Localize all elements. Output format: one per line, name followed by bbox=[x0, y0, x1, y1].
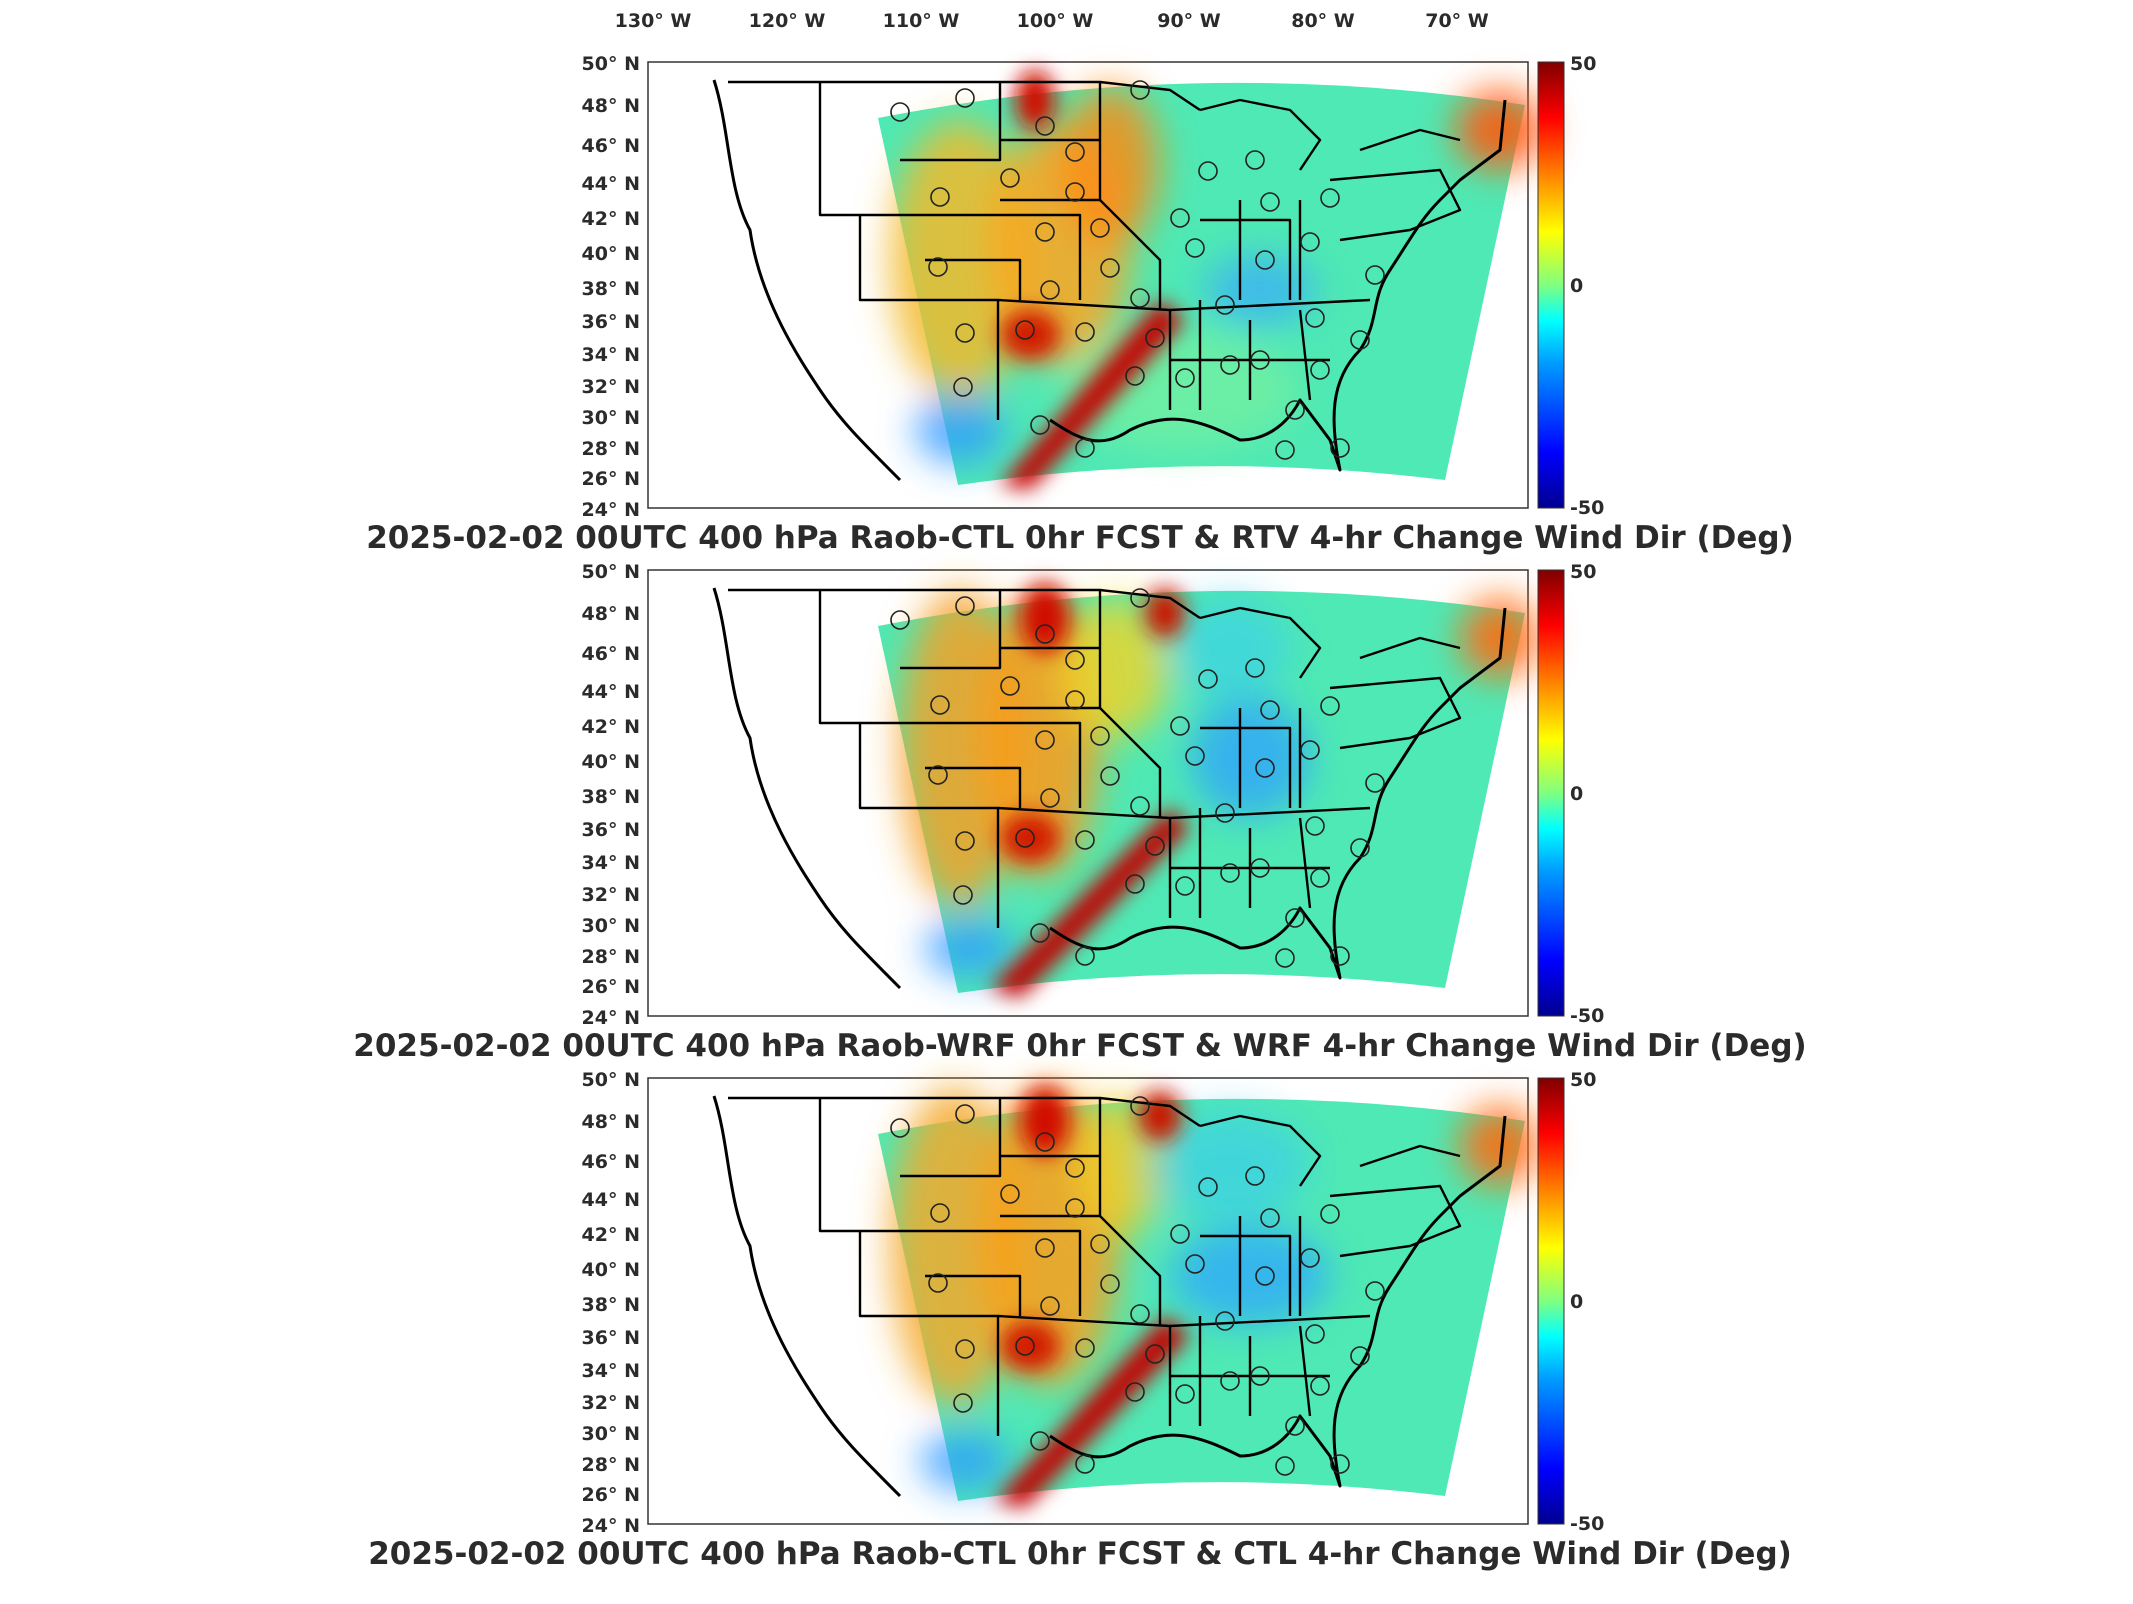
panel-title: 2025-02-02 00UTC 400 hPa Raob-WRF 0hr FC… bbox=[353, 1028, 1806, 1064]
lat-tick-26n: 26° N bbox=[582, 1484, 640, 1506]
lat-tick-40n: 40° N bbox=[582, 751, 640, 773]
lat-tick-46n: 46° N bbox=[582, 1151, 640, 1173]
wind-direction-field bbox=[878, 583, 1540, 998]
lat-tick-44n: 44° N bbox=[582, 173, 640, 195]
lat-tick-34n: 34° N bbox=[582, 344, 640, 366]
lon-tick-130w: 130° W bbox=[615, 10, 692, 32]
lon-tick-70w: 70° W bbox=[1425, 10, 1489, 32]
lat-tick-30n: 30° N bbox=[582, 1423, 640, 1445]
lat-tick-38n: 38° N bbox=[582, 786, 640, 808]
lat-tick-28n: 28° N bbox=[582, 1454, 640, 1476]
lat-tick-30n: 30° N bbox=[582, 407, 640, 429]
map-panel-3: 50° N 48° N 46° N 44° N 42° N 40° N 38° … bbox=[368, 1069, 1792, 1572]
lon-tick-90w: 90° W bbox=[1157, 10, 1221, 32]
wind-direction-field bbox=[878, 1086, 1540, 1508]
map-panel-1: 50° N 48° N 46° N 44° N 42° N 40° N 38° … bbox=[366, 53, 1794, 556]
lat-tick-48n: 48° N bbox=[582, 95, 640, 117]
lat-tick-28n: 28° N bbox=[582, 946, 640, 968]
longitude-axis: 130° W 120° W 110° W 100° W 90° W 80° W … bbox=[615, 10, 1489, 32]
lat-tick-26n: 26° N bbox=[582, 468, 640, 490]
lon-tick-80w: 80° W bbox=[1291, 10, 1355, 32]
colorbar: 50 0 -50 bbox=[1537, 561, 1604, 1027]
lat-tick-50n: 50° N bbox=[582, 561, 640, 583]
colorbar-max-label: 50 bbox=[1570, 561, 1596, 583]
lat-tick-44n: 44° N bbox=[582, 1189, 640, 1211]
latitude-axis: 50° N 48° N 46° N 44° N 42° N 40° N 38° … bbox=[582, 1069, 640, 1537]
lat-tick-24n: 24° N bbox=[582, 1515, 640, 1537]
lat-tick-36n: 36° N bbox=[582, 819, 640, 841]
colorbar: 50 0 -50 bbox=[1537, 1069, 1604, 1535]
raob-stations bbox=[890, 588, 1385, 968]
latitude-axis: 50° N 48° N 46° N 44° N 42° N 40° N 38° … bbox=[582, 561, 640, 1029]
lat-tick-36n: 36° N bbox=[582, 311, 640, 333]
colorbar-min-label: -50 bbox=[1570, 1005, 1604, 1027]
lat-tick-34n: 34° N bbox=[582, 1360, 640, 1382]
panel-title: 2025-02-02 00UTC 400 hPa Raob-CTL 0hr FC… bbox=[368, 1536, 1792, 1572]
raob-stations bbox=[890, 80, 1385, 460]
colorbar-zero-label: 0 bbox=[1570, 1291, 1583, 1313]
colorbar-scale bbox=[1537, 1077, 1565, 1525]
lat-tick-40n: 40° N bbox=[582, 1259, 640, 1281]
colorbar-scale bbox=[1537, 569, 1565, 1017]
lat-tick-46n: 46° N bbox=[582, 643, 640, 665]
lon-tick-120w: 120° W bbox=[749, 10, 826, 32]
latitude-axis: 50° N 48° N 46° N 44° N 42° N 40° N 38° … bbox=[582, 53, 640, 521]
lon-tick-110w: 110° W bbox=[883, 10, 960, 32]
state-boundaries bbox=[712, 1095, 1507, 1498]
colorbar-scale bbox=[1537, 61, 1565, 509]
lat-tick-28n: 28° N bbox=[582, 438, 640, 460]
state-boundaries bbox=[712, 587, 1507, 990]
raob-stations bbox=[890, 1096, 1385, 1476]
lat-tick-30n: 30° N bbox=[582, 915, 640, 937]
lat-tick-34n: 34° N bbox=[582, 852, 640, 874]
colorbar-min-label: -50 bbox=[1570, 497, 1604, 519]
lat-tick-38n: 38° N bbox=[582, 278, 640, 300]
lat-tick-50n: 50° N bbox=[582, 53, 640, 75]
state-boundaries bbox=[712, 79, 1507, 482]
colorbar-max-label: 50 bbox=[1570, 1069, 1596, 1091]
lat-tick-48n: 48° N bbox=[582, 1111, 640, 1133]
lat-tick-46n: 46° N bbox=[582, 135, 640, 157]
lat-tick-36n: 36° N bbox=[582, 1327, 640, 1349]
colorbar-max-label: 50 bbox=[1570, 53, 1596, 75]
lat-tick-38n: 38° N bbox=[582, 1294, 640, 1316]
colorbar-zero-label: 0 bbox=[1570, 783, 1583, 805]
lat-tick-42n: 42° N bbox=[582, 208, 640, 230]
lat-tick-44n: 44° N bbox=[582, 681, 640, 703]
lat-tick-42n: 42° N bbox=[582, 716, 640, 738]
lat-tick-24n: 24° N bbox=[582, 1007, 640, 1029]
map-panel-2: 50° N 48° N 46° N 44° N 42° N 40° N 38° … bbox=[353, 561, 1806, 1064]
lat-tick-48n: 48° N bbox=[582, 603, 640, 625]
colorbar-min-label: -50 bbox=[1570, 1513, 1604, 1535]
lat-tick-40n: 40° N bbox=[582, 243, 640, 265]
lat-tick-42n: 42° N bbox=[582, 1224, 640, 1246]
colorbar: 50 0 -50 bbox=[1537, 53, 1604, 519]
lat-tick-32n: 32° N bbox=[582, 376, 640, 398]
colorbar-zero-label: 0 bbox=[1570, 275, 1583, 297]
lon-tick-100w: 100° W bbox=[1017, 10, 1094, 32]
lat-tick-32n: 32° N bbox=[582, 884, 640, 906]
panel-title: 2025-02-02 00UTC 400 hPa Raob-CTL 0hr FC… bbox=[366, 520, 1794, 556]
lat-tick-32n: 32° N bbox=[582, 1392, 640, 1414]
lat-tick-26n: 26° N bbox=[582, 976, 640, 998]
lat-tick-50n: 50° N bbox=[582, 1069, 640, 1091]
lat-tick-24n: 24° N bbox=[582, 499, 640, 521]
